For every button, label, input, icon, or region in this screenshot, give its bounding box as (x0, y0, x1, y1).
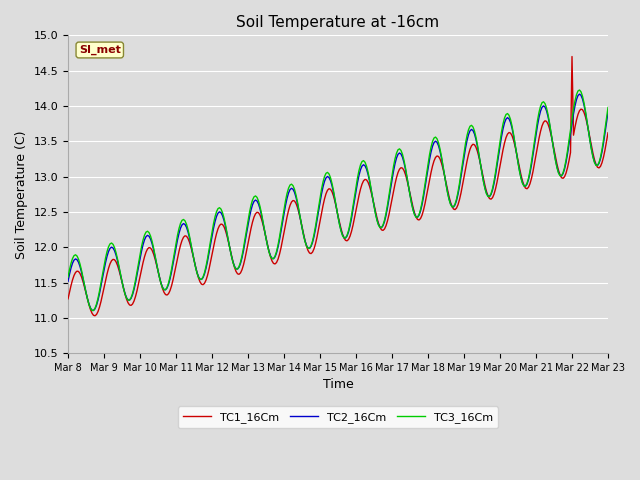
Title: Soil Temperature at -16cm: Soil Temperature at -16cm (236, 15, 440, 30)
TC3_16Cm (64, 274, 72, 280)
TC1_16Cm (391, 181, 399, 187)
TC1_16Cm (64, 296, 72, 301)
TC3_16Cm (88, 308, 96, 313)
TC1_16Cm (91, 313, 99, 319)
TC3_16Cm (166, 274, 174, 280)
TC3_16Cm (575, 87, 583, 93)
TC2_16Cm (391, 161, 399, 167)
TC3_16Cm (540, 99, 547, 105)
Line: TC2_16Cm: TC2_16Cm (68, 94, 608, 311)
TC1_16Cm (403, 177, 411, 183)
Line: TC1_16Cm: TC1_16Cm (68, 57, 608, 316)
TC1_16Cm (373, 215, 381, 221)
TC3_16Cm (391, 156, 399, 162)
TC1_16Cm (568, 54, 576, 60)
TC2_16Cm (90, 308, 97, 313)
TC1_16Cm (166, 288, 174, 293)
TC3_16Cm (403, 174, 411, 180)
TC2_16Cm (79, 276, 87, 282)
TC2_16Cm (166, 276, 174, 282)
Legend: TC1_16Cm, TC2_16Cm, TC3_16Cm: TC1_16Cm, TC2_16Cm, TC3_16Cm (177, 407, 499, 429)
Y-axis label: Soil Temperature (C): Soil Temperature (C) (15, 130, 28, 259)
X-axis label: Time: Time (323, 378, 353, 392)
TC2_16Cm (540, 103, 547, 109)
TC2_16Cm (575, 91, 583, 97)
TC3_16Cm (373, 217, 381, 223)
TC1_16Cm (79, 279, 87, 285)
Line: TC3_16Cm: TC3_16Cm (68, 90, 608, 311)
TC2_16Cm (403, 175, 411, 180)
Text: SI_met: SI_met (79, 45, 121, 55)
TC3_16Cm (79, 275, 87, 280)
TC3_16Cm (604, 105, 612, 110)
TC2_16Cm (64, 278, 72, 284)
TC2_16Cm (373, 217, 381, 223)
TC1_16Cm (540, 120, 547, 125)
TC2_16Cm (604, 109, 612, 115)
TC1_16Cm (604, 130, 612, 136)
